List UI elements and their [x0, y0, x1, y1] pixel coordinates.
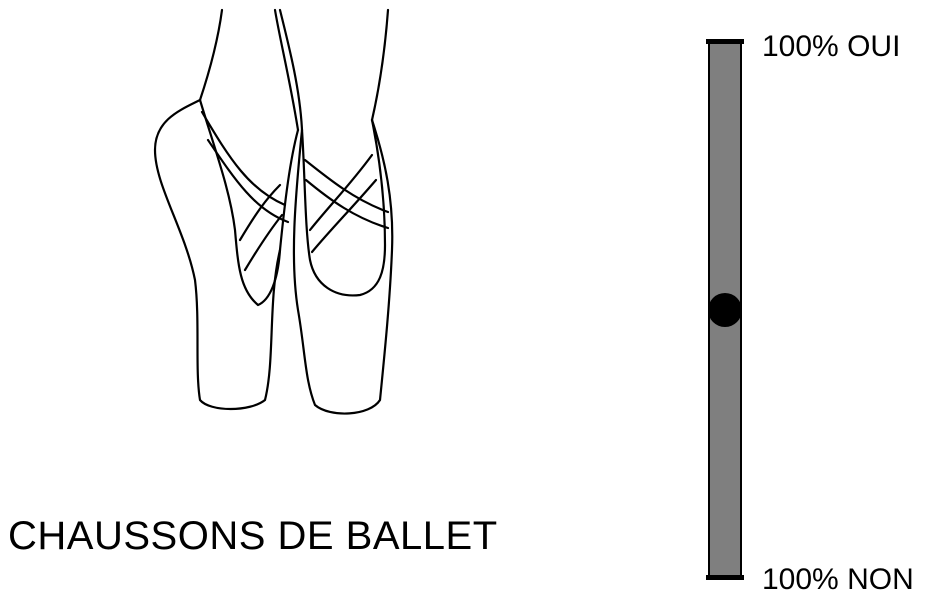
scale-bottom-label: 100% NON	[762, 563, 914, 596]
rating-scale: 100% OUI 100% NON	[690, 30, 943, 600]
scale-top-label: 100% OUI	[762, 30, 901, 63]
item-caption: CHAUSSONS DE BALLET	[8, 514, 498, 558]
scale-bottom-cap	[706, 575, 744, 580]
scale-marker[interactable]	[708, 293, 742, 327]
scale-top-cap	[706, 39, 744, 44]
ballet-shoes-illustration	[140, 0, 440, 430]
ballet-shoes-icon	[153, 8, 394, 415]
